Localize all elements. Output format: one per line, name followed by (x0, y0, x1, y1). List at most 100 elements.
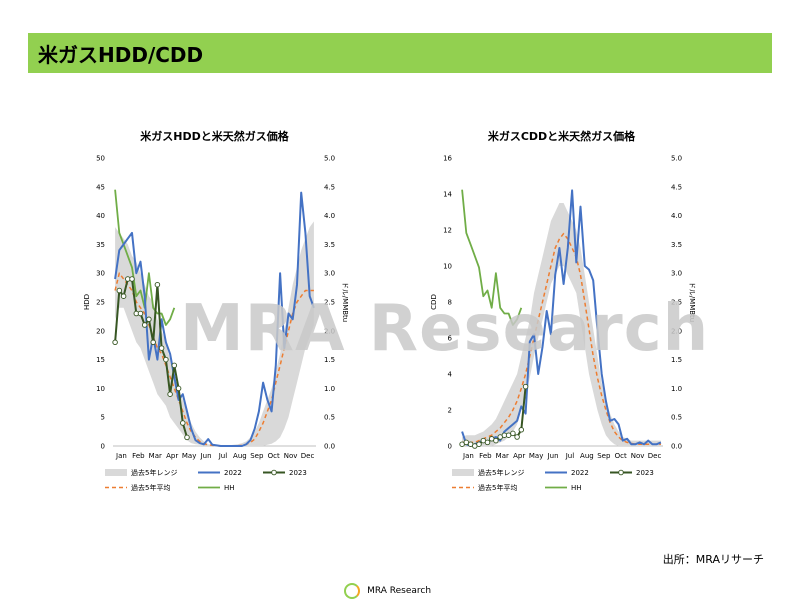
y-tick-label: 2 (448, 407, 452, 415)
hdd-chart: 米ガスHDDと米天然ガス価格 0 5 10 15 20 25 30 35 40 45 50 0.0 0.5… (78, 118, 358, 498)
legend-swatch (452, 469, 474, 476)
y2-tick-label: 3.0 (324, 270, 335, 278)
y-tick-label: 5 (101, 414, 105, 422)
y-tick-label: 10 (443, 263, 452, 271)
x-tick-label: Dec (648, 452, 662, 460)
y2-tick-label: 4.0 (324, 212, 335, 220)
legend-item: 過去5年平均 (105, 483, 170, 492)
y-axis-label: CDD (430, 294, 438, 310)
y-tick-label: 25 (96, 299, 105, 307)
legend-marker (618, 469, 624, 476)
data-point-2023 (493, 437, 499, 444)
legend-item: 2022 (545, 469, 589, 477)
y2-tick-label: 4.0 (671, 212, 682, 220)
legend-label: HH (571, 484, 582, 492)
data-point-2023 (120, 293, 127, 299)
y-tick-label: 12 (443, 227, 452, 235)
y-tick-label: 0 (448, 443, 452, 451)
legend-item: 2022 (198, 469, 242, 477)
y-tick-label: 8 (448, 299, 452, 307)
legend-swatch (105, 469, 127, 476)
footer-logo: MRA Research (342, 580, 431, 599)
data-point-2023 (150, 339, 156, 346)
y2-tick-label: 3.5 (671, 241, 682, 249)
y2-tick-label: 3.0 (671, 270, 682, 278)
y-tick-label: 14 (443, 191, 452, 199)
x-tick-label: Sep (250, 452, 264, 460)
y2-tick-label: 1.0 (324, 385, 335, 393)
data-point-2023 (484, 439, 491, 446)
x-tick-label: Mar (496, 452, 509, 460)
legend-item: 2023 (263, 469, 307, 477)
cdd-chart: 米ガスCDDと米天然ガス価格 0 2 4 6 8 10 12 14 16 0.0 0.5 1.0 1.5 2… (425, 118, 705, 498)
data-point-2023 (510, 430, 516, 437)
x-tick-label: Jul (218, 452, 228, 460)
y-tick-label: 30 (96, 270, 105, 278)
chart-title: 米ガスCDDと米天然ガス価格 (487, 129, 636, 143)
x-tick-label: Feb (479, 452, 492, 460)
x-tick-label: Mar (149, 452, 162, 460)
x-tick-label: Nov (631, 452, 645, 460)
data-point-2023 (514, 434, 520, 440)
series-line-avg (114, 272, 314, 447)
x-tick-label: Sep (597, 452, 611, 460)
x-tick-label: Jan (115, 452, 127, 460)
chart-svg: 米ガスCDDと米天然ガス価格 0 2 4 6 8 10 12 14 16 0.0 0.5 1.0 1.5 2… (430, 129, 696, 492)
legend-label: 2023 (289, 469, 307, 477)
y-tick-label: 15 (96, 356, 105, 364)
legend-item: HH (545, 484, 582, 492)
data-point-2023 (476, 441, 482, 447)
data-point-2023 (141, 322, 148, 328)
y2-tick-label: 2.0 (671, 327, 682, 335)
x-tick-label: Feb (132, 452, 145, 460)
page-title: 米ガスHDD/CDD (38, 43, 204, 67)
y-axis-label: HDD (83, 294, 91, 310)
legend-item: 2023 (610, 469, 654, 477)
y2-tick-label: 1.0 (671, 385, 682, 393)
data-point-2023 (129, 276, 135, 282)
footer-text: MRA Research (367, 585, 432, 596)
x-tick-label: May (182, 452, 196, 460)
data-point-2023 (518, 427, 525, 433)
y2-tick-label: 3.5 (324, 241, 335, 249)
data-point-2023 (146, 316, 152, 323)
y-tick-label: 10 (96, 385, 105, 393)
data-point-2023 (137, 310, 144, 317)
chart-title: 米ガスHDDと米天然ガス価格 (139, 129, 289, 143)
x-tick-label: Apr (513, 452, 525, 460)
x-tick-label: Dec (301, 452, 315, 460)
y2-tick-label: 2.5 (671, 299, 682, 307)
y-tick-label: 20 (96, 327, 105, 335)
series-line-2022 (461, 189, 662, 447)
legend-label: 過去5年平均 (478, 483, 517, 492)
data-point-2023 (171, 362, 178, 369)
data-point-2023 (158, 345, 165, 351)
legend-item: 過去5年レンジ (105, 468, 177, 477)
y-tick-label: 6 (448, 335, 453, 343)
y-tick-label: 35 (96, 241, 105, 249)
y2-tick-label: 5.0 (671, 155, 682, 163)
y2-tick-label: 4.5 (671, 183, 682, 191)
y2-tick-label: 0.0 (324, 443, 335, 451)
range-band (115, 221, 314, 446)
x-tick-label: Jul (565, 452, 575, 460)
y2-axis-label: ドル/MMBtu (688, 282, 696, 322)
y2-tick-label: 2.5 (324, 299, 335, 307)
y-tick-label: 40 (96, 212, 105, 220)
data-point-2023 (175, 385, 182, 392)
legend-label: HH (224, 484, 235, 492)
x-tick-label: Jan (462, 452, 474, 460)
data-point-2023 (522, 383, 529, 390)
x-tick-label: May (529, 452, 543, 460)
y2-tick-label: 0.0 (671, 443, 682, 451)
y2-tick-label: 1.5 (324, 356, 335, 364)
y-tick-label: 16 (443, 155, 452, 163)
legend-label: 過去5年レンジ (478, 468, 524, 477)
data-point-2023 (180, 420, 186, 426)
legend-item: 過去5年レンジ (452, 468, 524, 477)
title-bar: 米ガスHDD/CDD (28, 33, 772, 73)
y-tick-label: 50 (96, 155, 105, 163)
legend-label: 過去5年平均 (131, 483, 170, 492)
y2-tick-label: 4.5 (324, 183, 335, 191)
y2-tick-label: 5.0 (324, 155, 335, 163)
